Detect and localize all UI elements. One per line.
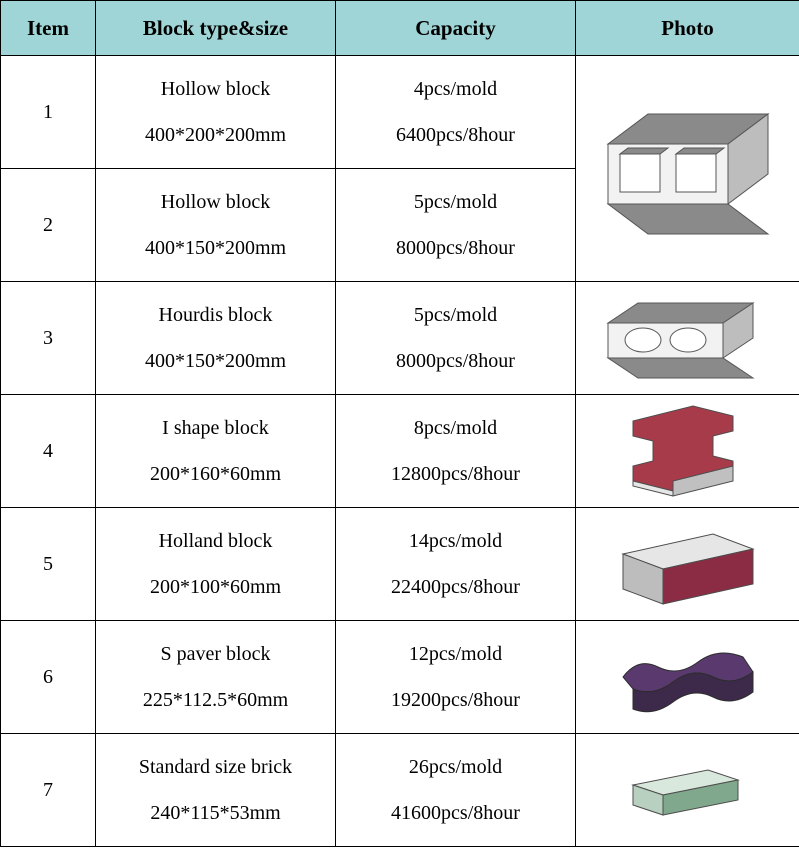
cell-item: 4 bbox=[1, 395, 96, 508]
cell-type: Hollow block 400*200*200mm bbox=[96, 56, 336, 169]
cell-capacity: 14pcs/mold 22400pcs/8hour bbox=[336, 508, 576, 621]
capacity-per-8hour: 19200pcs/8hour bbox=[340, 688, 571, 712]
cell-capacity: 5pcs/mold 8000pcs/8hour bbox=[336, 282, 576, 395]
type-size: 200*160*60mm bbox=[100, 462, 331, 486]
capacity-per-mold: 5pcs/mold bbox=[340, 303, 571, 327]
header-capacity: Capacity bbox=[336, 1, 576, 56]
type-name: S paver block bbox=[100, 642, 331, 666]
table-row: 7Standard size brick240*115*53mm26pcs/mo… bbox=[1, 734, 799, 847]
table-row: 4I shape block 200*160*60mm 8pcs/mold 12800… bbox=[1, 395, 799, 508]
capacity-per-mold: 26pcs/mold bbox=[340, 755, 571, 779]
cell-capacity: 5pcs/mold 8000pcs/8hour bbox=[336, 169, 576, 282]
capacity-per-mold: 4pcs/mold bbox=[340, 77, 571, 101]
cell-photo bbox=[576, 282, 799, 395]
block-spec-table: Item Block type&size Capacity Photo 1Hol… bbox=[0, 0, 799, 847]
capacity-per-8hour: 12800pcs/8hour bbox=[340, 462, 571, 486]
type-size: 400*150*200mm bbox=[100, 236, 331, 260]
type-name: I shape block bbox=[100, 416, 331, 440]
cell-photo bbox=[576, 56, 799, 282]
type-size: 200*100*60mm bbox=[100, 575, 331, 599]
capacity-per-mold: 8pcs/mold bbox=[340, 416, 571, 440]
type-name: Hourdis block bbox=[100, 303, 331, 327]
cell-item: 3 bbox=[1, 282, 96, 395]
cell-photo bbox=[576, 395, 799, 508]
capacity-per-8hour: 6400pcs/8hour bbox=[340, 123, 571, 147]
cell-item: 7 bbox=[1, 734, 96, 847]
cell-type: Holland block 200*100*60mm bbox=[96, 508, 336, 621]
capacity-per-8hour: 22400pcs/8hour bbox=[340, 575, 571, 599]
type-size: 240*115*53mm bbox=[100, 801, 331, 825]
type-size: 400*150*200mm bbox=[100, 349, 331, 373]
cell-type: Hollow block 400*150*200mm bbox=[96, 169, 336, 282]
cell-capacity: 8pcs/mold 12800pcs/8hour bbox=[336, 395, 576, 508]
capacity-per-8hour: 41600pcs/8hour bbox=[340, 801, 571, 825]
header-photo: Photo bbox=[576, 1, 799, 56]
type-name: Holland block bbox=[100, 529, 331, 553]
type-size: 225*112.5*60mm bbox=[100, 688, 331, 712]
capacity-per-8hour: 8000pcs/8hour bbox=[340, 236, 571, 260]
cell-capacity: 4pcs/mold 6400pcs/8hour bbox=[336, 56, 576, 169]
cell-photo bbox=[576, 734, 799, 847]
header-item: Item bbox=[1, 1, 96, 56]
cell-type: Standard size brick 240*115*53mm bbox=[96, 734, 336, 847]
capacity-per-mold: 14pcs/mold bbox=[340, 529, 571, 553]
capacity-per-mold: 12pcs/mold bbox=[340, 642, 571, 666]
table-row: 1Hollow block 400*200*200mm 4pcs/mold 6400p… bbox=[1, 56, 799, 169]
type-name: Hollow block bbox=[100, 190, 331, 214]
header-type: Block type&size bbox=[96, 1, 336, 56]
table-header-row: Item Block type&size Capacity Photo bbox=[1, 1, 799, 56]
cell-item: 2 bbox=[1, 169, 96, 282]
cell-item: 5 bbox=[1, 508, 96, 621]
cell-capacity: 12pcs/mold 19200pcs/8hour bbox=[336, 621, 576, 734]
table-row: 6S paver block 225*112.5*60mm 12pcs/mold 19… bbox=[1, 621, 799, 734]
cell-photo bbox=[576, 621, 799, 734]
table-row: 5Holland block 200*100*60mm 14pcs/mold 2240… bbox=[1, 508, 799, 621]
cell-photo bbox=[576, 508, 799, 621]
cell-item: 1 bbox=[1, 56, 96, 169]
type-size: 400*200*200mm bbox=[100, 123, 331, 147]
cell-type: I shape block 200*160*60mm bbox=[96, 395, 336, 508]
cell-type: S paver block 225*112.5*60mm bbox=[96, 621, 336, 734]
capacity-per-8hour: 8000pcs/8hour bbox=[340, 349, 571, 373]
cell-type: Hourdis block 400*150*200mm bbox=[96, 282, 336, 395]
type-name: Hollow block bbox=[100, 77, 331, 101]
capacity-per-mold: 5pcs/mold bbox=[340, 190, 571, 214]
cell-item: 6 bbox=[1, 621, 96, 734]
table-row: 3Hourdis block 400*150*200mm 5pcs/mold 8000… bbox=[1, 282, 799, 395]
type-name: Standard size brick bbox=[100, 755, 331, 779]
cell-capacity: 26pcs/mold 41600pcs/8hour bbox=[336, 734, 576, 847]
